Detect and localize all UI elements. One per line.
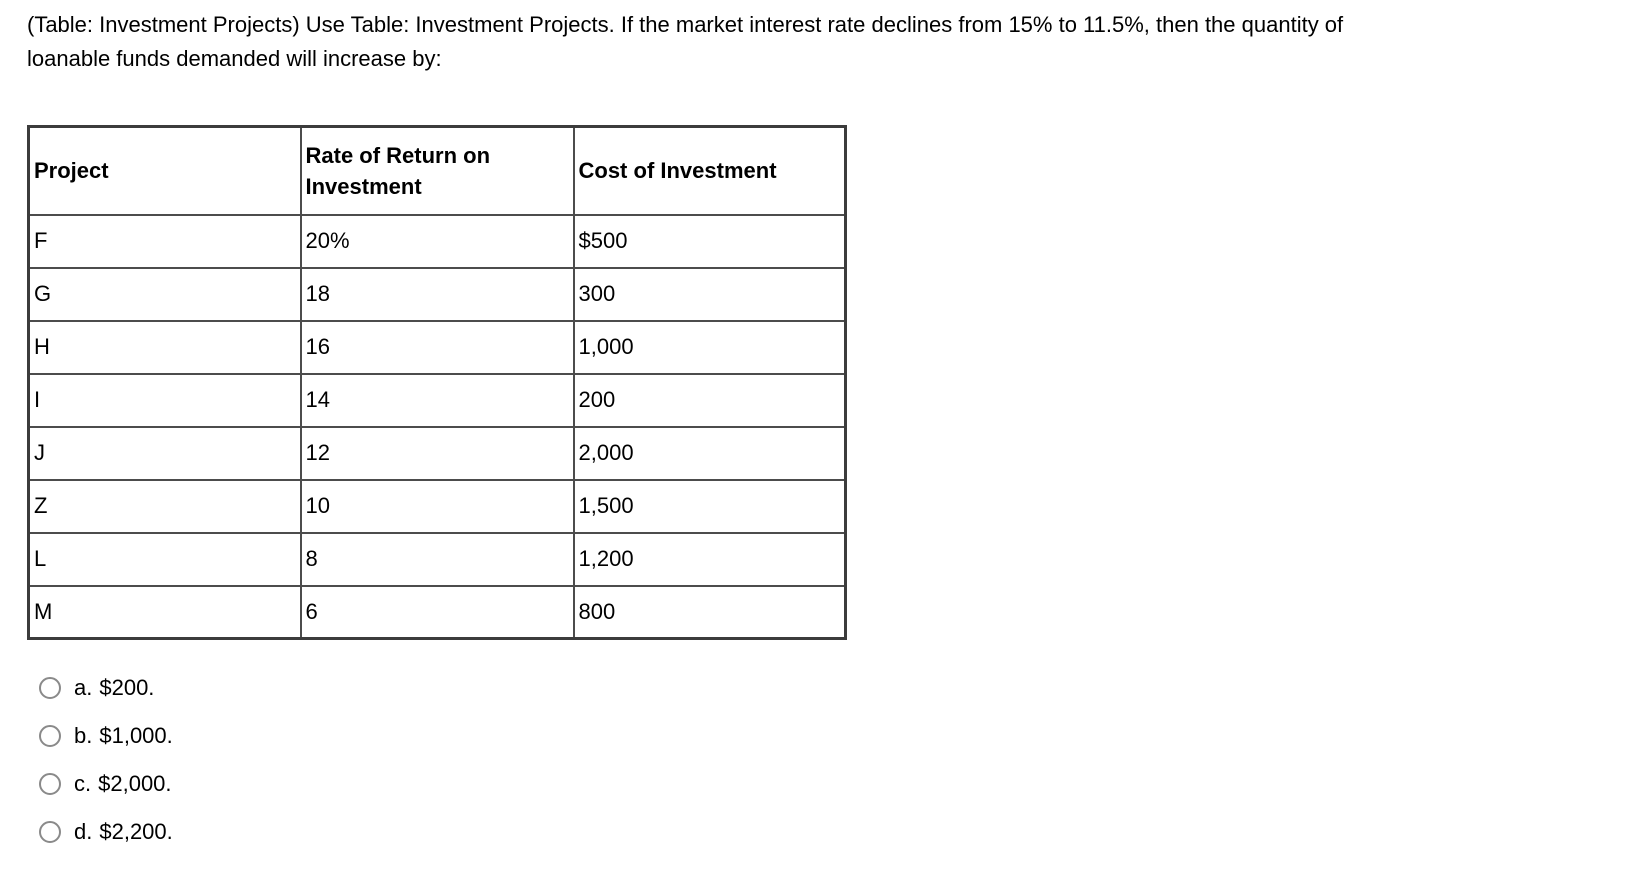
cell-rate: 18 bbox=[299, 266, 575, 322]
cell-project: H bbox=[27, 319, 302, 375]
cell-rate: 14 bbox=[299, 372, 575, 428]
column-header-cost-of-investment: Cost of Investment bbox=[572, 125, 847, 216]
cell-rate: 6 bbox=[299, 584, 575, 640]
cell-project: M bbox=[27, 584, 302, 640]
cell-rate: 16 bbox=[299, 319, 575, 375]
table-row: M 6 800 bbox=[27, 584, 847, 640]
table-row: G 18 300 bbox=[27, 266, 847, 322]
question-line-2: loanable funds demanded will increase by… bbox=[27, 46, 442, 71]
cell-cost: 2,000 bbox=[572, 425, 847, 481]
column-header-rate-of-return: Rate of Return on Investment bbox=[299, 125, 575, 216]
table-row: J 12 2,000 bbox=[27, 425, 847, 481]
option-d[interactable]: d. $2,200. bbox=[39, 808, 173, 856]
cell-project: I bbox=[27, 372, 302, 428]
column-header-project: Project bbox=[27, 125, 302, 216]
question-line-1: (Table: Investment Projects) Use Table: … bbox=[27, 12, 1344, 37]
radio-button-option-c[interactable] bbox=[39, 773, 61, 795]
cell-project: Z bbox=[27, 478, 302, 534]
option-a[interactable]: a. $200. bbox=[39, 664, 173, 712]
cell-cost: 200 bbox=[572, 372, 847, 428]
cell-rate: 10 bbox=[299, 478, 575, 534]
cell-project: G bbox=[27, 266, 302, 322]
cell-cost: 800 bbox=[572, 584, 847, 640]
cell-cost: 1,200 bbox=[572, 531, 847, 587]
cell-project: J bbox=[27, 425, 302, 481]
table-row: L 8 1,200 bbox=[27, 531, 847, 587]
option-text: $2,200. bbox=[99, 819, 173, 844]
table-row: F 20% $500 bbox=[27, 213, 847, 269]
radio-button-option-d[interactable] bbox=[39, 821, 61, 843]
cell-project: L bbox=[27, 531, 302, 587]
radio-button-option-a[interactable] bbox=[39, 677, 61, 699]
cell-cost: 1,500 bbox=[572, 478, 847, 534]
option-letter: a. bbox=[74, 675, 93, 700]
option-text: $200. bbox=[99, 675, 155, 700]
investment-table-body: F 20% $500 G 18 300 H 16 1,000 I 14 200 J 12 2,000 Z 10 1… bbox=[27, 213, 847, 640]
option-c[interactable]: c. $2,000. bbox=[39, 760, 173, 808]
question-text: (Table: Investment Projects) Use Table: … bbox=[27, 8, 1343, 76]
table-header-row: Project Rate of Return on Investment Cos… bbox=[27, 125, 847, 216]
table-row: I 14 200 bbox=[27, 372, 847, 428]
cell-cost: 1,000 bbox=[572, 319, 847, 375]
option-text: $1,000. bbox=[99, 723, 173, 748]
cell-rate: 8 bbox=[299, 531, 575, 587]
option-text: $2,000. bbox=[98, 771, 172, 796]
table-row: Z 10 1,500 bbox=[27, 478, 847, 534]
option-letter: b. bbox=[74, 723, 93, 748]
cell-project: F bbox=[27, 213, 302, 269]
radio-button-option-b[interactable] bbox=[39, 725, 61, 747]
option-letter: d. bbox=[74, 819, 93, 844]
investment-projects-table: Project Rate of Return on Investment Cos… bbox=[27, 125, 847, 640]
cell-cost: 300 bbox=[572, 266, 847, 322]
cell-cost: $500 bbox=[572, 213, 847, 269]
table-row: H 16 1,000 bbox=[27, 319, 847, 375]
option-letter: c. bbox=[74, 771, 92, 796]
cell-rate: 12 bbox=[299, 425, 575, 481]
cell-rate: 20% bbox=[299, 213, 575, 269]
option-b[interactable]: b. $1,000. bbox=[39, 712, 173, 760]
answer-options: a. $200. b. $1,000. c. $2,000. d. $2,200. bbox=[39, 664, 173, 856]
